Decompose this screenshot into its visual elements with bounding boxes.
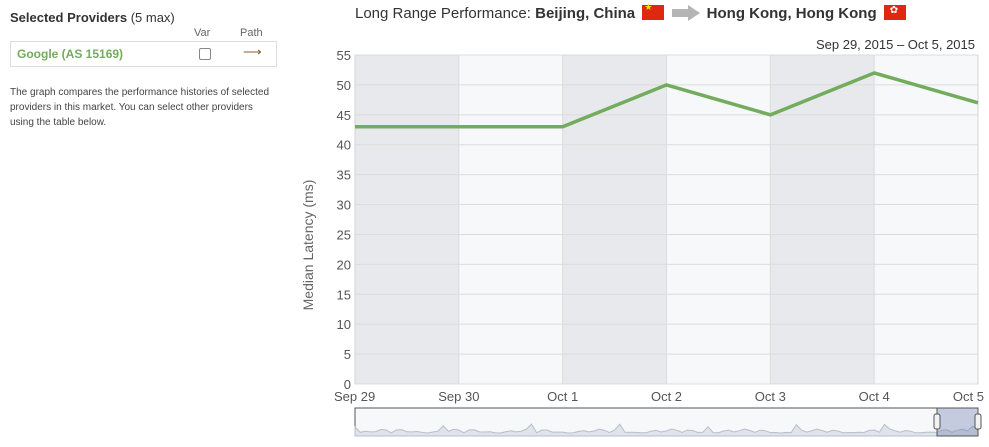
- var-column-header: Var: [194, 27, 211, 39]
- y-tick-label: 0: [344, 377, 351, 392]
- provider-name[interactable]: Google (AS 15169): [17, 47, 124, 61]
- china-flag-icon: [642, 2, 665, 20]
- providers-description: The graph compares the performance histo…: [10, 87, 270, 128]
- right-arrow-icon: [672, 5, 701, 21]
- day-band: [562, 55, 667, 384]
- to-city: Hong Kong, Hong Kong: [706, 5, 877, 22]
- var-checkbox[interactable]: [199, 48, 211, 60]
- y-tick-label: 50: [337, 78, 351, 93]
- date-range: Sep 29, 2015 – Oct 5, 2015: [815, 37, 975, 52]
- x-tick-label: Oct 3: [755, 389, 786, 404]
- y-tick-label: 45: [337, 108, 351, 123]
- provider-column-headers: Var Path: [10, 25, 280, 41]
- day-band: [770, 55, 875, 384]
- navigator-selection[interactable]: [936, 407, 979, 437]
- header-label: Long Range Performance:: [355, 5, 531, 22]
- chart-header: Long Range Performance: Beijing, China H…: [355, 2, 906, 22]
- x-tick-label: Oct 5: [953, 389, 984, 404]
- y-tick-label: 10: [337, 317, 351, 332]
- y-tick-label: 30: [337, 198, 351, 213]
- max-note: (5 max): [130, 10, 175, 25]
- y-tick-label: 35: [337, 168, 351, 183]
- x-tick-label: Sep 30: [438, 389, 479, 404]
- x-tick-label: Oct 4: [859, 389, 890, 404]
- navigator-handle[interactable]: [974, 413, 982, 430]
- y-axis-label: Median Latency (ms): [300, 180, 316, 311]
- path-column-header: Path: [240, 27, 263, 39]
- x-tick-label: Oct 1: [547, 389, 578, 404]
- navigator-handle[interactable]: [933, 413, 941, 430]
- y-tick-label: 5: [344, 347, 351, 362]
- navigator-history: [354, 423, 979, 437]
- y-tick-label: 15: [337, 287, 351, 302]
- day-band: [355, 55, 459, 384]
- provider-row: Google (AS 15169) ⟶: [10, 41, 277, 67]
- selected-providers-heading: Selected Providers (5 max): [10, 10, 280, 25]
- selected-providers-panel: Selected Providers (5 max) Var Path Goog…: [10, 10, 280, 130]
- y-tick-label: 40: [337, 138, 351, 153]
- from-city: Beijing, China: [535, 5, 636, 22]
- y-tick-label: 20: [337, 257, 351, 272]
- selected-providers-title: Selected Providers: [10, 10, 128, 25]
- hong-kong-flag-icon: [883, 5, 906, 20]
- y-tick-label: 55: [337, 48, 351, 63]
- y-tick-label: 25: [337, 227, 351, 242]
- x-tick-label: Sep 29: [334, 389, 375, 404]
- path-arrow-icon[interactable]: ⟶: [243, 44, 262, 59]
- x-tick-label: Oct 2: [651, 389, 682, 404]
